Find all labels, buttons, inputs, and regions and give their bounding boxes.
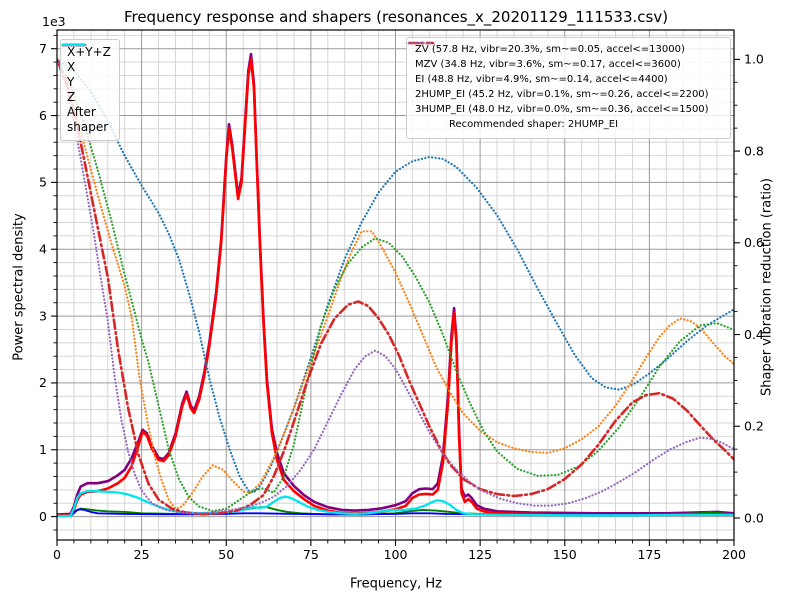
y-axis-offset-text: 1e3 <box>42 14 66 29</box>
y-left-tick-label: 0 <box>39 509 47 524</box>
legend-psd: X+Y+Z X Y Z After shaper <box>60 39 120 141</box>
legend-entry-zv: ZV (57.8 Hz, vibr=20.3%, sm~=0.05, accel… <box>407 41 722 58</box>
legend-entry-ei: EI (48.8 Hz, vibr=4.9%, sm~=0.14, accel<… <box>407 41 722 88</box>
y-left-tick-label: 2 <box>39 375 47 390</box>
x-tick-label: 25 <box>134 547 150 562</box>
y-left-tick-label: 6 <box>39 108 47 123</box>
y-right-tick-label: 0.4 <box>744 327 764 342</box>
y-axis-left-label: Power spectral density <box>11 213 27 361</box>
x-tick-label: 75 <box>303 547 319 562</box>
legend-label: Z <box>67 90 76 104</box>
x-tick-label: 50 <box>218 547 234 562</box>
x-tick-label: 200 <box>722 547 746 562</box>
x-axis-label: Frequency, Hz <box>349 576 443 592</box>
legend-entry-x: X <box>61 43 111 75</box>
minor-gridlines <box>57 30 734 540</box>
x-tick-label: 150 <box>553 547 577 562</box>
legend-label: After shaper <box>67 105 109 134</box>
legend-line-sample-after_shaper <box>61 43 87 47</box>
y-left-tick-label: 1 <box>39 442 47 457</box>
legend-entry-y: Y <box>62 44 111 90</box>
axis-tick-labels: 0 25 50 75 100 125 150 175 200 0 1 2 3 4 5 6 7 0.0 0.2 0.4 0… <box>39 41 764 562</box>
y-right-tick-label: 0.2 <box>744 419 764 434</box>
axis-ticks <box>51 34 740 546</box>
legend-label: X+Y+Z <box>67 45 111 59</box>
x-tick-label: 175 <box>637 547 661 562</box>
y-right-tick-label: 0.8 <box>744 143 764 158</box>
legend-entry-mzv: MZV (34.8 Hz, vibr=3.6%, sm~=0.17, accel… <box>407 41 722 73</box>
x-tick-label: 125 <box>468 547 492 562</box>
legend-label: 3HUMP_EI (48.0 Hz, vibr=0.0%, sm~=0.36, … <box>415 104 709 116</box>
y-left-tick-label: 7 <box>39 41 47 56</box>
legend-label: EI (48.8 Hz, vibr=4.9%, sm~=0.14, accel<… <box>415 74 668 86</box>
legend-entry-hump2: 2HUMP_EI (45.2 Hz, vibr=0.1%, sm~=0.26, … <box>407 41 722 103</box>
series-zv-line <box>57 58 734 494</box>
legend-shapers: ZV (57.8 Hz, vibr=20.3%, sm~=0.05, accel… <box>406 37 731 139</box>
y-right-tick-label: 0.6 <box>744 235 764 250</box>
y-axis-right-label: Shaper vibration reduction (ratio) <box>759 178 775 396</box>
y-right-tick-label: 0.0 <box>744 510 764 525</box>
recommended-shaper-text: Recommended shaper: 2HUMP_EI <box>449 119 619 131</box>
legend-note: Recommended shaper: 2HUMP_EI <box>415 118 722 133</box>
legend-entry-z: Z <box>62 44 111 105</box>
y-right-tick-label: 1.0 <box>744 52 764 67</box>
x-tick-label: 100 <box>384 547 408 562</box>
legend-label: Y <box>67 75 75 89</box>
series-after_shaper-line <box>57 490 734 518</box>
legend-entry-after_shaper: After shaper <box>61 43 111 135</box>
legend-entry-hump3: 3HUMP_EI (48.0 Hz, vibr=0.0%, sm~=0.36, … <box>407 41 722 118</box>
chart-title: Frequency response and shapers (resonanc… <box>123 8 669 26</box>
legend-label: 2HUMP_EI (45.2 Hz, vibr=0.1%, sm~=0.26, … <box>415 89 709 101</box>
series-hump3-line <box>57 58 734 515</box>
series-hump2-line <box>57 58 734 516</box>
data-series <box>57 52 734 518</box>
x-tick-label: 0 <box>53 547 61 562</box>
series-mzv-line <box>57 58 734 510</box>
y-left-tick-label: 3 <box>39 308 47 323</box>
legend-label: MZV (34.8 Hz, vibr=3.6%, sm~=0.17, accel… <box>415 59 681 71</box>
y-left-tick-label: 4 <box>39 242 47 257</box>
legend-label: X <box>67 60 76 74</box>
y-left-tick-label: 5 <box>39 175 47 190</box>
legend-label: ZV (57.8 Hz, vibr=20.3%, sm~=0.05, accel… <box>415 44 685 56</box>
legend-line-sample-hump3 <box>407 41 435 45</box>
